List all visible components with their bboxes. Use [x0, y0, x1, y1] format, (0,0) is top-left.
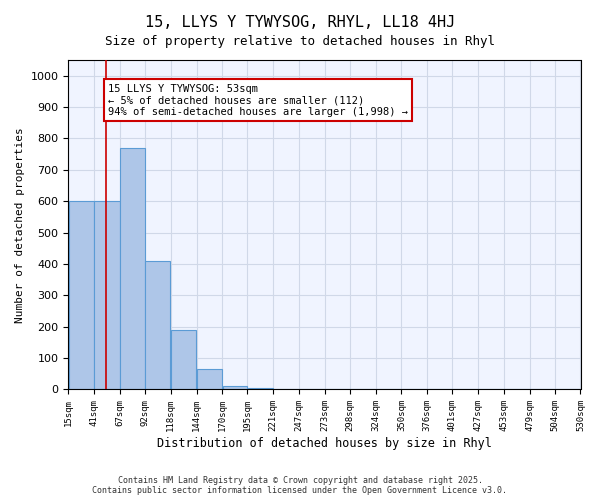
Bar	[171, 330, 196, 390]
Bar	[223, 386, 247, 390]
Bar	[197, 369, 222, 390]
Bar	[274, 389, 299, 390]
Text: Contains HM Land Registry data © Crown copyright and database right 2025.
Contai: Contains HM Land Registry data © Crown c…	[92, 476, 508, 495]
X-axis label: Distribution of detached houses by size in Rhyl: Distribution of detached houses by size …	[157, 437, 492, 450]
Bar	[68, 201, 94, 390]
Bar	[94, 201, 120, 390]
Bar	[145, 261, 170, 390]
Text: Size of property relative to detached houses in Rhyl: Size of property relative to detached ho…	[105, 35, 495, 48]
Bar	[248, 388, 273, 390]
Text: 15 LLYS Y TYWYSOG: 53sqm
← 5% of detached houses are smaller (112)
94% of semi-d: 15 LLYS Y TYWYSOG: 53sqm ← 5% of detache…	[108, 84, 408, 116]
Bar	[120, 148, 145, 390]
Y-axis label: Number of detached properties: Number of detached properties	[15, 127, 25, 322]
Text: 15, LLYS Y TYWYSOG, RHYL, LL18 4HJ: 15, LLYS Y TYWYSOG, RHYL, LL18 4HJ	[145, 15, 455, 30]
